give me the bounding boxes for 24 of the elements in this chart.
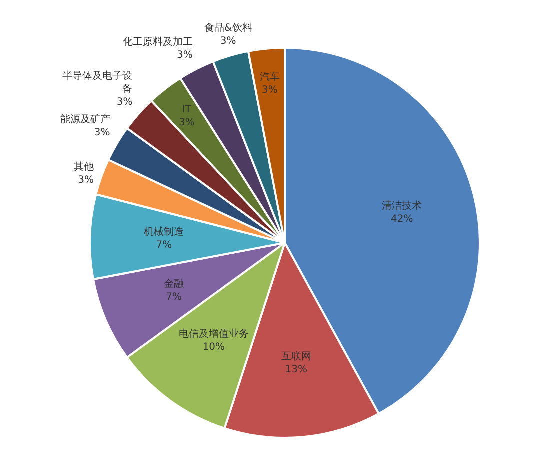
slice-label: 机械制造 [144, 226, 184, 238]
data-label: 3% [220, 36, 236, 48]
data-label: 7% [156, 240, 172, 252]
data-label: 42% [390, 214, 414, 225]
slice-label: 其他 [74, 161, 94, 174]
data-label: 13% [285, 364, 308, 376]
slice-label: 半导体及电子设备 [62, 70, 133, 95]
data-label: 3% [176, 50, 193, 62]
slice-label: 金融 [164, 278, 184, 290]
data-label: 10% [202, 342, 226, 353]
slice-label: 清洁技术 [382, 200, 422, 212]
data-label: 3% [116, 96, 133, 108]
slice-label: 互联网 [281, 350, 312, 362]
slice-label: 汽车 [260, 70, 280, 83]
data-label: 3% [262, 84, 278, 96]
slice-label: 化工原料及加工 [122, 36, 193, 48]
data-label: 7% [166, 292, 182, 304]
slice-label: 能源及矿产 [60, 114, 110, 126]
data-label: 3% [179, 118, 195, 129]
data-label: 3% [78, 175, 94, 186]
slice-label: 电信及增值业务 [178, 328, 249, 340]
slice-label: 食品&饮料 [204, 22, 252, 34]
slice-label: IT [182, 104, 192, 116]
data-label: 3% [94, 128, 110, 139]
